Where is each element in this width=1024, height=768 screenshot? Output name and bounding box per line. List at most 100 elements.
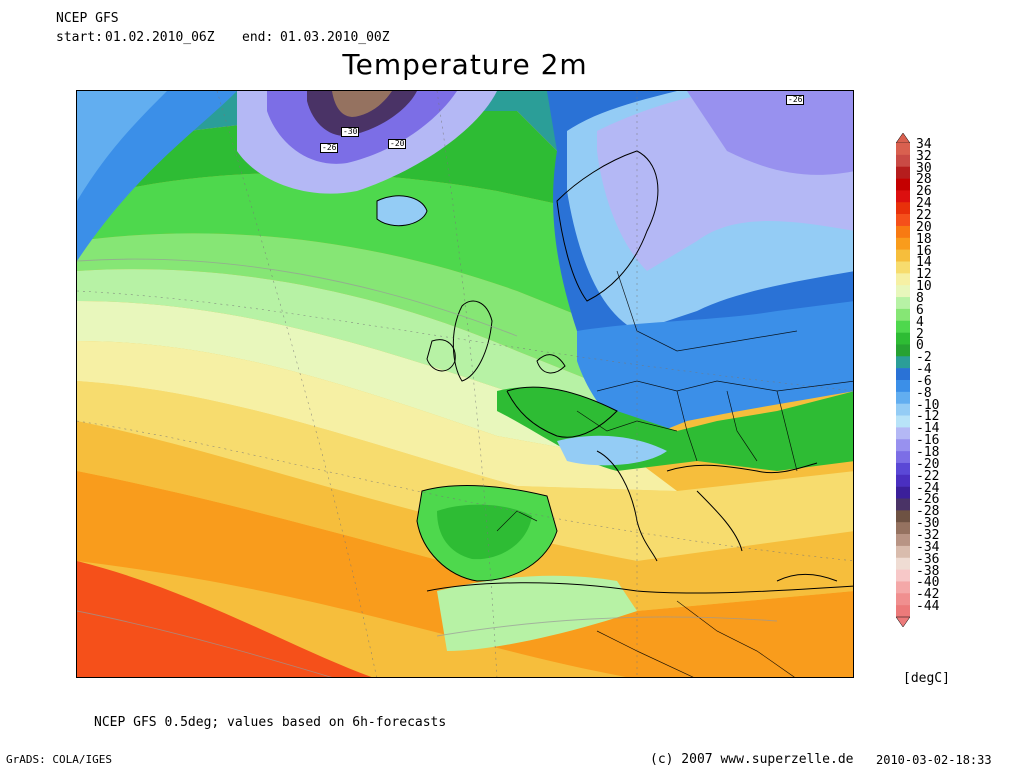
colorbar-tick-label: -16 — [916, 433, 940, 449]
colorbar-swatch — [896, 403, 910, 416]
colorbar-swatch — [896, 237, 910, 250]
colorbar-tick-label: -40 — [916, 575, 940, 591]
colorbar-tick-label: -6 — [916, 373, 932, 389]
contour-label: -26 — [320, 143, 339, 153]
colorbar-swatch — [896, 605, 910, 618]
colorbar-tick-label: 34 — [916, 136, 932, 152]
colorbar-tick-label: -10 — [916, 397, 940, 413]
colorbar-tick-label: -22 — [916, 468, 940, 484]
colorbar-tick-label: -26 — [916, 492, 940, 508]
grads-credit: GrADS: COLA/IGES — [6, 753, 112, 766]
colorbar-swatch — [896, 581, 910, 594]
colorbar-swatch — [896, 534, 910, 547]
colorbar-swatch — [896, 522, 910, 535]
colorbar-swatch — [896, 391, 910, 404]
band-16 — [77, 421, 853, 611]
east-europe-cold — [577, 301, 853, 441]
copyright: (c) 2007 www.superzelle.de — [650, 752, 854, 767]
colorbar-swatch — [896, 462, 910, 476]
colorbar-swatch — [896, 225, 910, 239]
colorbar-swatch — [896, 214, 910, 227]
colorbar-swatch — [896, 285, 910, 298]
colorbar-tick-label: -24 — [916, 480, 940, 496]
end-label: end: — [242, 30, 274, 45]
colorbar-tick-label: 30 — [916, 160, 932, 176]
alps — [557, 435, 667, 466]
band-6 — [77, 233, 617, 391]
timestamp: 2010-03-02-18:33 — [876, 753, 992, 767]
colorbar-tick-label: -14 — [916, 421, 940, 437]
colorbar-swatch — [896, 439, 910, 452]
graticule — [77, 91, 853, 677]
colorbar-swatch — [896, 178, 910, 191]
colorbar-tick-label: 6 — [916, 302, 924, 318]
colorbar-tick-label: -44 — [916, 599, 940, 615]
start-label: start: — [56, 30, 103, 45]
atlas — [437, 575, 637, 651]
colorbar-tick-label: 10 — [916, 279, 932, 295]
colorbar-tick-label: -36 — [916, 551, 940, 567]
colorbar-tick-label: 22 — [916, 208, 932, 224]
colorbar-swatch — [896, 368, 910, 381]
band-4 — [77, 172, 637, 331]
colorbar-swatch — [896, 451, 910, 464]
colorbar-tick-label: 20 — [916, 219, 932, 235]
colorbar-swatch — [896, 569, 910, 582]
colorbar-swatch — [896, 166, 910, 179]
colorbar-tick-label: 24 — [916, 196, 932, 212]
colorbar-swatch — [896, 308, 910, 322]
colorbar-swatch — [896, 486, 910, 499]
isotherms — [77, 258, 778, 677]
colorbar-tick-label: 2 — [916, 326, 924, 342]
colorbar-tick-label: -30 — [916, 516, 940, 532]
colorbar-tick-label: -34 — [916, 539, 940, 555]
colorbar-swatch — [896, 498, 910, 511]
colorbar-swatch — [896, 154, 910, 167]
colorbar-swatch — [896, 380, 910, 393]
colorbar-bottom-arrow — [896, 616, 910, 627]
contour-label: -26 — [786, 95, 805, 105]
colorbar-swatch — [896, 344, 910, 357]
start-time: 01.02.2010_06Z — [105, 30, 215, 45]
colorbar-swatch — [896, 593, 910, 606]
colorbar-swatch — [896, 474, 910, 487]
colorbar-tick-label: 4 — [916, 314, 924, 330]
colorbar-swatch — [896, 297, 910, 310]
colorbar-tick-label: 32 — [916, 148, 932, 164]
colorbar-unit: [degC] — [903, 671, 950, 686]
colorbar-tick-label: -32 — [916, 527, 940, 543]
colorbar-swatch — [896, 143, 910, 156]
colorbar-swatch — [896, 510, 910, 523]
end-time: 01.03.2010_00Z — [280, 30, 390, 45]
colorbar-tick-label: -8 — [916, 385, 932, 401]
colorbar-swatch — [896, 557, 910, 570]
colorbar-tick-label: 8 — [916, 290, 924, 306]
band-10 — [77, 301, 637, 461]
band-8 — [77, 269, 637, 431]
colorbar-swatch — [896, 202, 910, 215]
colorbar-tick-label: -18 — [916, 445, 940, 461]
colorbar-tick-label: 16 — [916, 243, 932, 259]
temperature-map: -30 -26 -20 -26 — [76, 90, 854, 678]
contour-label: -30 — [341, 127, 360, 137]
borders — [496, 270, 853, 677]
model-name: NCEP GFS — [56, 11, 119, 26]
contour-label: -20 — [388, 139, 407, 149]
colorbar-swatch — [896, 545, 910, 559]
data-note: NCEP GFS 0.5deg; values based on 6h-fore… — [94, 715, 447, 730]
colorbar-top-arrow — [896, 133, 910, 144]
colorbar-swatch — [896, 427, 910, 440]
colorbar-swatch — [896, 320, 910, 333]
colorbar-tick-label: -28 — [916, 504, 940, 520]
iceland — [377, 195, 427, 226]
colorbar-tick-label: 18 — [916, 231, 932, 247]
colorbar-swatch — [896, 356, 910, 369]
colorbar-tick-label: 14 — [916, 255, 932, 271]
band-m8 — [77, 91, 167, 201]
colorbar-swatch — [896, 273, 910, 286]
colorbar-tick-label: -4 — [916, 362, 932, 378]
band-14 — [77, 381, 853, 561]
colorbar-swatch — [896, 332, 910, 345]
colorbar-tick-label: -42 — [916, 587, 940, 603]
colorbar-tick-label: 26 — [916, 184, 932, 200]
